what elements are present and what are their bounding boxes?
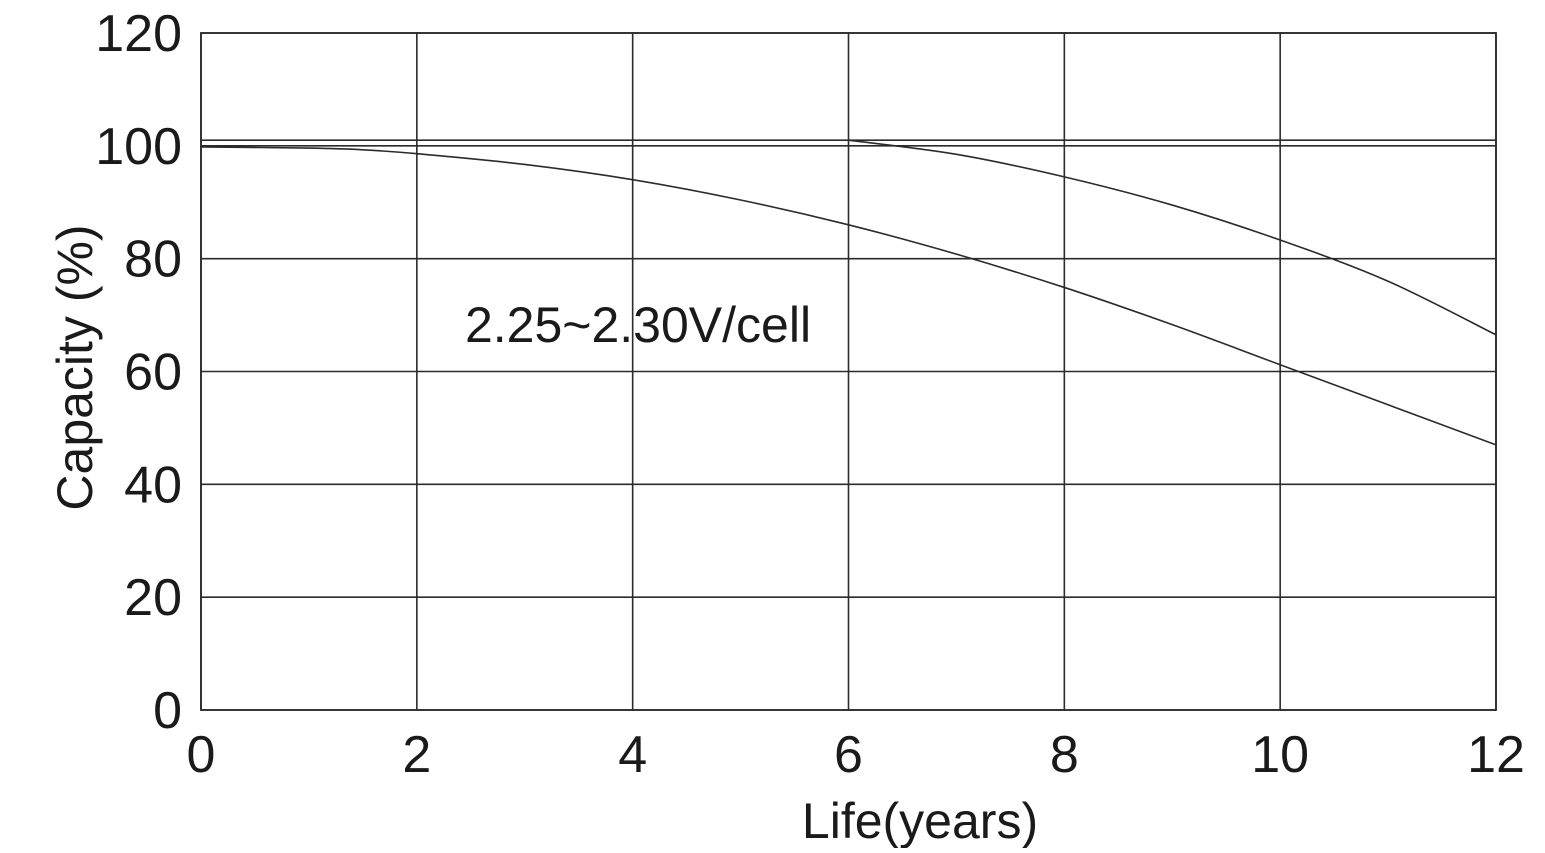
- voltage-annotation: 2.25~2.30V/cell: [465, 297, 811, 353]
- x-tick-label: 12: [1467, 726, 1525, 784]
- y-tick-label: 120: [95, 5, 182, 63]
- x-tick-label: 4: [618, 726, 647, 784]
- y-tick-label: 40: [124, 456, 182, 514]
- series-line-2: [848, 139, 1497, 336]
- series-line-1: [200, 146, 1497, 446]
- y-tick-label: 60: [124, 344, 182, 402]
- y-tick-label: 0: [153, 682, 182, 740]
- plot-frame: [200, 32, 1497, 711]
- y-axis-label: Capacity (%): [47, 224, 103, 510]
- x-tick-label: 0: [187, 726, 216, 784]
- y-tick-label: 20: [124, 569, 182, 627]
- y-tick-labels: 0 20 40 60 80 100 120: [95, 5, 182, 740]
- x-axis-label: Life(years): [802, 793, 1038, 848]
- x-tick-label: 10: [1251, 726, 1309, 784]
- x-tick-label: 2: [402, 726, 431, 784]
- y-tick-label: 100: [95, 118, 182, 176]
- grid: [200, 32, 1497, 711]
- x-tick-label: 6: [834, 726, 863, 784]
- x-tick-label: 8: [1050, 726, 1079, 784]
- y-tick-label: 80: [124, 231, 182, 289]
- series-lines: [200, 139, 1497, 446]
- x-tick-labels: 0 2 4 6 8 10 12: [187, 726, 1525, 784]
